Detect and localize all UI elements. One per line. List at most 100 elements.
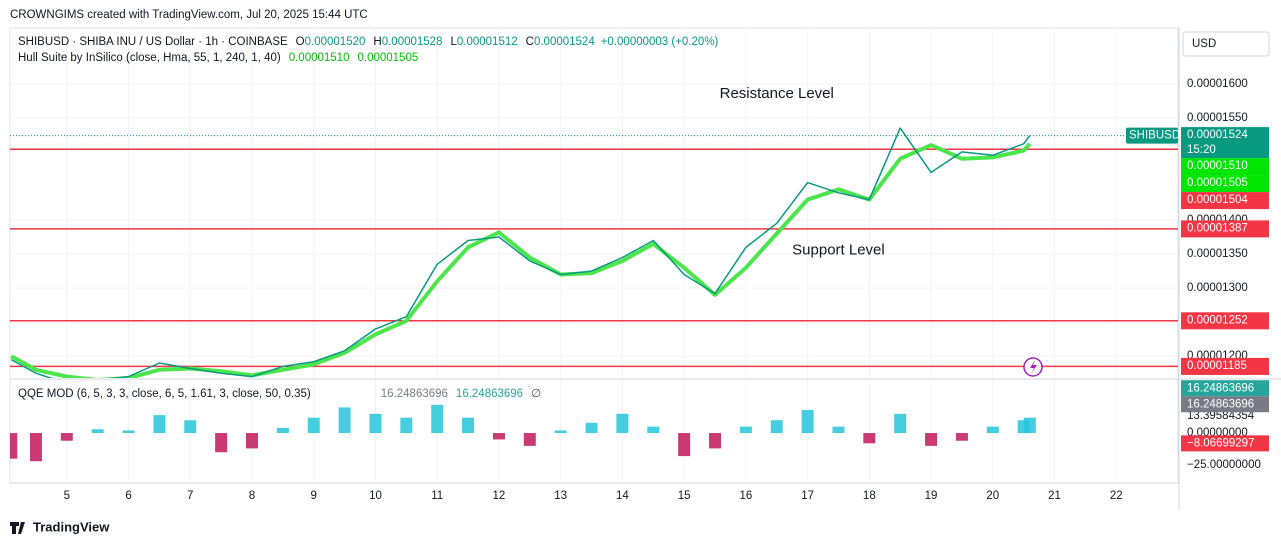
tag-label: 0.00001510 xyxy=(1187,160,1248,172)
y-tick-label: 0.00001300 xyxy=(1187,282,1248,294)
ohlc-value: 0.00001528 xyxy=(382,36,443,48)
plot-frame xyxy=(9,27,1179,484)
tag-label: 0.00001387 xyxy=(1187,222,1248,234)
header-title: CROWNGIMS created with TradingView.com, … xyxy=(10,9,368,21)
x-tick-label: 6 xyxy=(125,490,131,502)
histogram-bar xyxy=(431,404,444,434)
symbol: SHIBUSD · SHIBA INU / US Dollar · 1h · C… xyxy=(18,36,288,48)
price-tag: 0.00001504 xyxy=(1181,192,1269,210)
x-tick-label: 13 xyxy=(554,490,567,502)
histogram-bar xyxy=(60,433,73,441)
histogram-bar xyxy=(184,420,197,434)
tag-label: −8.06699297 xyxy=(1187,437,1254,449)
histogram-bar xyxy=(215,433,228,453)
series-line xyxy=(10,142,1032,378)
indicator: Hull Suite by InSilico (close, Hma, 55, … xyxy=(18,52,281,64)
histogram-bar xyxy=(153,415,166,434)
histogram-bar xyxy=(554,430,567,434)
y-tick-label: 0.00001600 xyxy=(1187,78,1248,90)
brand: TradingView xyxy=(33,519,110,534)
symbol-label: SHIBUSD xyxy=(1129,130,1180,142)
x-tick-label: 5 xyxy=(64,490,70,502)
series-line xyxy=(10,127,1031,378)
ohlc-value: 0.00001524 xyxy=(534,36,595,48)
tag-label: 0.00001252 xyxy=(1187,314,1248,326)
y-tick-label: 0.00001350 xyxy=(1187,248,1248,260)
price-tag: 0.00001252 xyxy=(1181,312,1269,330)
hull-value: 0.00001510 xyxy=(289,52,350,64)
ohlc-key: L xyxy=(450,36,457,48)
change: +0.00000003 (+0.20%) xyxy=(601,36,719,48)
price-tag: 0.00001510 xyxy=(1181,158,1269,176)
histogram-bar xyxy=(739,426,752,434)
histogram-bar xyxy=(585,422,598,434)
tag-box xyxy=(1181,357,1269,375)
currency-button[interactable] xyxy=(1182,31,1270,57)
ohlc-key: C xyxy=(526,36,534,48)
histogram-bar xyxy=(276,427,289,434)
y-tick-label: 13.39584354 xyxy=(1187,410,1255,422)
x-tick-label: 14 xyxy=(616,490,629,502)
histogram-bar xyxy=(894,413,907,434)
tag-box xyxy=(1181,435,1269,452)
histogram-bar xyxy=(523,433,536,446)
histogram-bar xyxy=(955,433,968,441)
price-tag: 0.00001185 xyxy=(1181,357,1269,375)
histogram-bar xyxy=(369,413,382,434)
histogram-bar xyxy=(462,417,475,434)
x-tick-label: 19 xyxy=(925,490,938,502)
histogram-bar xyxy=(678,433,691,457)
histogram-bar xyxy=(29,433,42,462)
x-tick-label: 10 xyxy=(369,490,382,502)
annotation: Support Level xyxy=(792,242,885,259)
tag-box xyxy=(1181,312,1269,330)
price-tag: 0.00001524 15:20 xyxy=(1181,127,1269,159)
tag-label: 16.24863696 xyxy=(1187,398,1254,410)
tag-box xyxy=(1181,396,1269,413)
price-tag: 0.00001505 xyxy=(1181,175,1269,193)
alert-bolt xyxy=(1030,360,1037,374)
x-tick-label: 20 xyxy=(986,490,999,502)
ohlc-value: 0.00001520 xyxy=(305,36,366,48)
price-tag: 0.00001387 xyxy=(1181,220,1269,238)
x-tick-label: 12 xyxy=(493,490,506,502)
histogram-bar xyxy=(925,433,938,446)
indicator-legend: Hull Suite by InSilico (close, Hma, 55, … xyxy=(18,52,418,64)
tag-label: 15:20 xyxy=(1187,144,1216,156)
tag-box xyxy=(1181,380,1269,397)
qqe-tag: 16.24863696 xyxy=(1181,396,1269,413)
tag-box xyxy=(1181,192,1269,210)
qqe-tag: −8.06699297 xyxy=(1181,435,1269,452)
histogram-bar xyxy=(708,433,721,449)
x-tick-label: 11 xyxy=(431,490,443,502)
histogram-bar xyxy=(245,433,258,449)
histogram-bar xyxy=(863,433,876,444)
price-pane: Resistance Level Support Level xyxy=(10,85,1178,378)
histogram-bar xyxy=(10,433,18,459)
y-tick-label: 0.00001550 xyxy=(1187,112,1248,124)
axes: 5 6 7 8 9 10 11 12 13 14 15 16 17 18 19 20 21 22 0.0000160… xyxy=(64,78,1269,502)
x-tick-label: 21 xyxy=(1048,490,1061,502)
x-tick-label: 9 xyxy=(311,490,317,502)
qqe-pane xyxy=(10,404,1036,462)
tag-label: 0.00001185 xyxy=(1187,360,1247,372)
hull-value: 0.00001505 xyxy=(357,52,418,64)
currency[interactable]: USD xyxy=(1192,38,1216,50)
tag-label: 16.24863696 xyxy=(1187,382,1254,394)
x-tick-label: 18 xyxy=(863,490,876,502)
tag-box xyxy=(1181,220,1269,238)
tag-label: 0.00001504 xyxy=(1187,194,1248,206)
x-tick-label: 22 xyxy=(1110,490,1123,502)
symbol-tag: SHIBUSD xyxy=(1126,127,1180,144)
tag-label: 0.00001505 xyxy=(1187,177,1248,189)
tag-label: 0.00001524 xyxy=(1187,129,1248,141)
x-tick-label: 7 xyxy=(187,490,193,502)
x-tick-label: 8 xyxy=(249,490,255,502)
qqe-value: 16.24863696 xyxy=(456,388,523,400)
tag-box xyxy=(1181,127,1269,159)
x-tick-label: 17 xyxy=(801,490,814,502)
qqe-tag: 16.24863696 xyxy=(1181,380,1269,397)
tag-box xyxy=(1181,158,1269,176)
histogram-bar xyxy=(492,433,505,440)
